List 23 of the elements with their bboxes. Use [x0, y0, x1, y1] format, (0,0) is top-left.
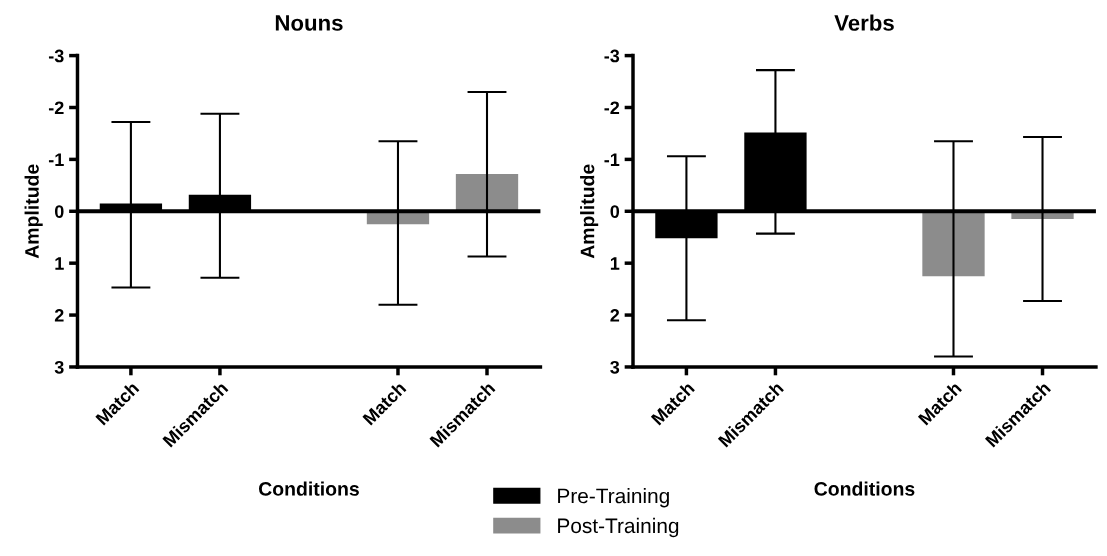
y-tick-label: 2 — [610, 309, 620, 322]
x-axis-title: Conditions — [259, 481, 359, 496]
y-axis-title: Amplitude — [580, 164, 599, 259]
y-tick-label: 3 — [54, 360, 64, 374]
chart-title: Nouns — [275, 15, 343, 31]
y-tick-label: -3 — [604, 49, 620, 63]
y-tick-label: -3 — [48, 49, 64, 63]
y-tick-label: 1 — [610, 257, 620, 270]
bar — [922, 211, 985, 277]
y-tick-label: -1 — [48, 153, 64, 166]
y-tick-label: -2 — [604, 101, 620, 115]
y-tick-label: -1 — [604, 153, 620, 166]
legend-label: Post-Training — [558, 517, 679, 538]
legend-label: Pre-Training — [558, 487, 669, 508]
y-tick-label: 2 — [54, 309, 64, 322]
y-tick-label: -2 — [48, 101, 64, 115]
y-tick-label: 3 — [610, 360, 620, 374]
y-axis-title: Amplitude — [24, 164, 43, 259]
y-tick-label: 1 — [55, 257, 64, 270]
chart-title: Verbs — [834, 14, 894, 31]
y-tick-label: 0 — [54, 205, 64, 218]
y-tick-label: 0 — [610, 205, 620, 218]
x-axis-title: Conditions — [814, 481, 915, 496]
